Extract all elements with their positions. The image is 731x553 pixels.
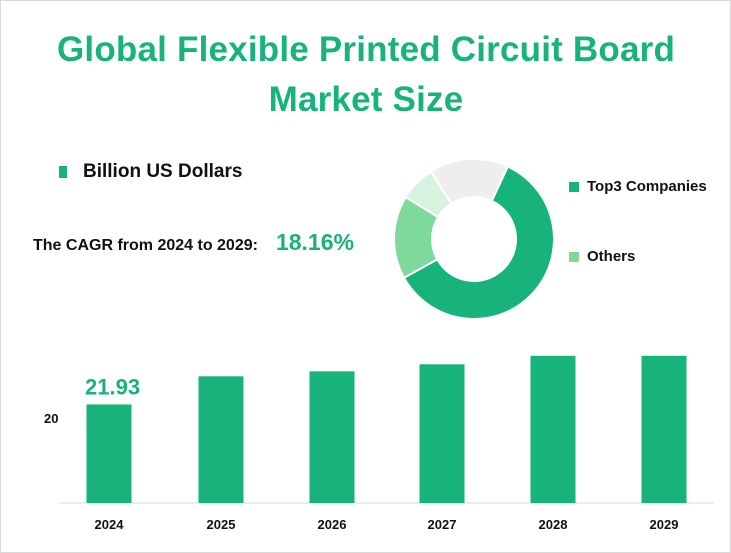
legend-label-top3: Top3 Companies — [587, 178, 707, 195]
legend-swatch-top3 — [569, 181, 579, 192]
cagr-annotation: The CAGR from 2024 to 2029: 18.16% — [33, 229, 354, 256]
unit-legend-label: Billion US Dollars — [83, 161, 243, 182]
chart-title: Global Flexible Printed Circuit Board Ma… — [41, 25, 691, 125]
donut-slice-others-gray — [429, 158, 510, 205]
chart-title-line-2: Market Size — [268, 80, 464, 119]
bar-2026 — [309, 371, 355, 503]
bar-data-label: 21.93 — [85, 374, 140, 399]
donut-legend-item-others: Others — [569, 248, 635, 265]
chart-title-line-1: Global Flexible Printed Circuit Board — [56, 30, 676, 69]
x-tick-label: 2026 — [318, 517, 347, 532]
legend-swatch-others — [569, 251, 579, 262]
unit-legend-swatch — [59, 166, 67, 178]
x-tick-label: 2028 — [539, 517, 568, 532]
cagr-value: 18.16% — [275, 229, 354, 255]
unit-legend: Billion US Dollars — [59, 161, 242, 183]
bar-2025 — [198, 376, 244, 503]
x-tick-label: 2027 — [428, 517, 457, 532]
bar-2027 — [419, 364, 465, 503]
donut-slice-top3 — [402, 165, 555, 320]
bar-2029 — [641, 355, 687, 503]
x-tick-label: 2025 — [207, 517, 236, 532]
x-tick-label: 2029 — [650, 517, 679, 532]
y-tick-label: 20 — [44, 411, 58, 426]
donut-legend-item-top3: Top3 Companies — [569, 178, 707, 195]
cagr-label: The CAGR from 2024 to 2029: — [33, 237, 258, 254]
bar-2028 — [530, 355, 576, 503]
legend-label-others: Others — [587, 248, 636, 265]
x-tick-label: 2024 — [95, 517, 125, 532]
bar-2024 — [86, 404, 132, 503]
